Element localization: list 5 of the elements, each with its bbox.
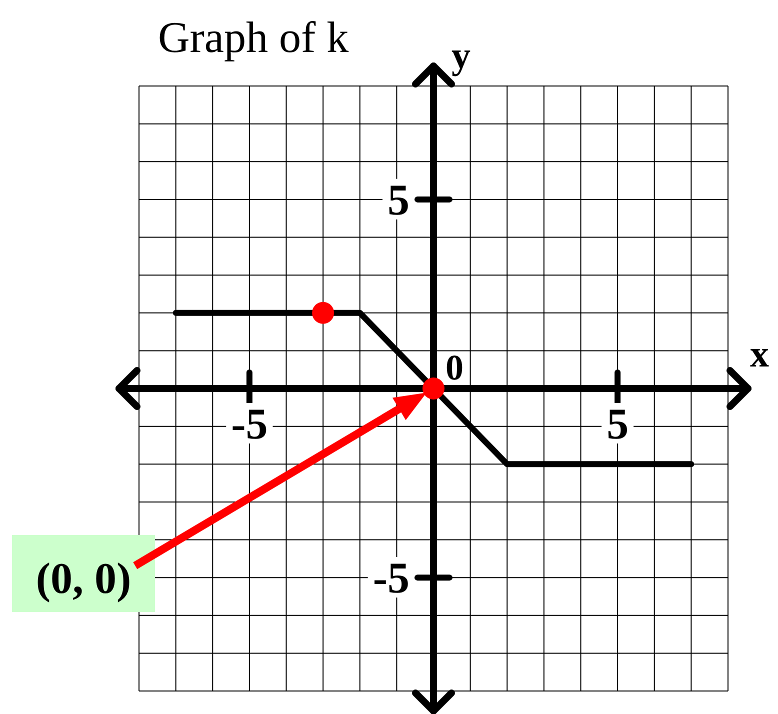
annotation: 0 <box>446 348 464 388</box>
chart-title: Graph of k <box>158 13 349 62</box>
x-axis-title: x <box>750 334 769 376</box>
y-axis-title: y <box>452 35 470 77</box>
text: (0, 0) <box>36 554 132 603</box>
